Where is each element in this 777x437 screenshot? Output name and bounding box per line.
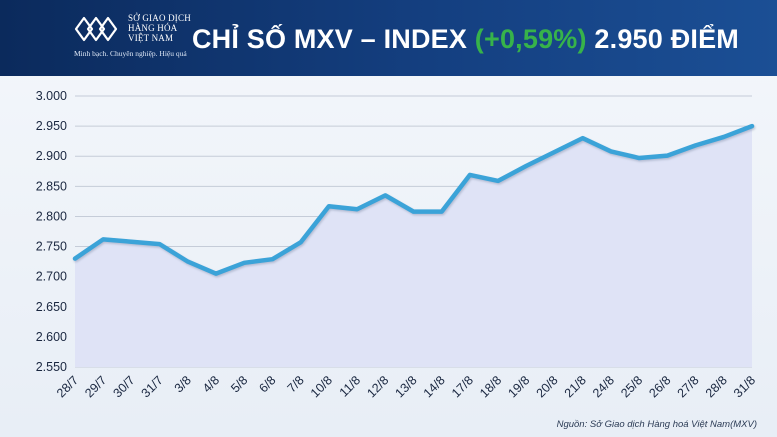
x-tick-label: 13/8: [393, 373, 420, 400]
x-tick-label: 7/8: [285, 373, 307, 395]
mxv-logo-icon: [74, 16, 118, 42]
x-tick-label: 31/7: [139, 373, 166, 400]
title-prefix: CHỈ SỐ MXV – INDEX: [191, 24, 468, 54]
x-tick-label: 10/8: [308, 373, 335, 400]
y-tick-label: 2.950: [36, 119, 67, 133]
brand-tagline: Minh bạch. Chuyên nghiệp. Hiệu quả: [74, 49, 187, 58]
x-tick-label: 31/8: [731, 373, 758, 400]
page-title: CHỈ SỐ MXV – INDEX (+0,59%) 2.950 ĐIỂM: [192, 24, 739, 55]
x-tick-label: 14/8: [421, 373, 448, 400]
y-axis-ticks: 3.000 2.950 2.900 2.850 2.800 2.750 2.700 2.650…: [36, 89, 67, 374]
x-tick-label: 12/8: [364, 373, 391, 400]
series-line: [72, 123, 755, 276]
x-tick-label: 26/8: [646, 373, 673, 400]
x-tick-label: 4/8: [200, 373, 222, 395]
x-axis-ticks: 28/7 29/7 30/7 31/7 3/8 4/8 5/8 6/8 7/8 10/8 11/8 1…: [54, 373, 758, 400]
x-tick-label: 28/8: [703, 373, 730, 400]
x-tick-label: 29/7: [82, 373, 109, 400]
brand-line-2: HÀNG HÓA: [128, 23, 178, 33]
brand-name: SỞ GIAO DỊCH HÀNG HÓA VIỆT NAM: [128, 13, 191, 43]
x-tick-label: 6/8: [256, 373, 278, 395]
x-tick-label: 11/8: [337, 373, 363, 399]
y-tick-label: 2.650: [36, 300, 67, 314]
title-change: (+0,59%): [474, 24, 587, 54]
x-tick-label: 19/8: [505, 373, 532, 400]
x-tick-label: 21/8: [562, 373, 589, 400]
index-line-chart: 3.000 2.950 2.900 2.850 2.800 2.750 2.700 2.650…: [36, 89, 758, 400]
y-tick-label: 2.600: [36, 330, 67, 344]
title-value: 2.950 ĐIỂM: [594, 24, 739, 54]
series-line-layer: [72, 123, 755, 276]
area-fill-layer: [75, 126, 752, 367]
brand-line-1: SỞ GIAO DỊCH: [128, 13, 191, 23]
x-tick-label: 28/7: [54, 373, 81, 400]
y-tick-label: 2.850: [36, 179, 67, 193]
header-bar: SỞ GIAO DỊCH HÀNG HÓA VIỆT NAM Minh bạch…: [0, 0, 777, 76]
y-tick-label: 2.750: [36, 240, 67, 254]
y-tick-label: 2.900: [36, 149, 67, 163]
x-tick-label: 24/8: [590, 373, 617, 400]
y-tick-label: 3.000: [36, 89, 67, 103]
x-tick-label: 18/8: [477, 373, 504, 400]
source-note: Nguồn: Sở Giao dịch Hàng hoá Việt Nam(MX…: [556, 419, 757, 430]
y-tick-label: 2.550: [36, 360, 67, 374]
x-tick-label: 5/8: [228, 373, 250, 395]
x-tick-label: 20/8: [534, 373, 561, 400]
y-tick-label: 2.800: [36, 209, 67, 223]
x-tick-label: 25/8: [618, 373, 645, 400]
brand-line-3: VIỆT NAM: [128, 33, 174, 43]
x-tick-label: 17/8: [449, 373, 476, 400]
area-fill: [75, 126, 752, 367]
x-tick-label: 3/8: [172, 373, 194, 395]
x-tick-label: 30/7: [110, 373, 137, 400]
x-tick-label: 27/8: [675, 373, 702, 400]
y-tick-label: 2.700: [36, 270, 67, 284]
